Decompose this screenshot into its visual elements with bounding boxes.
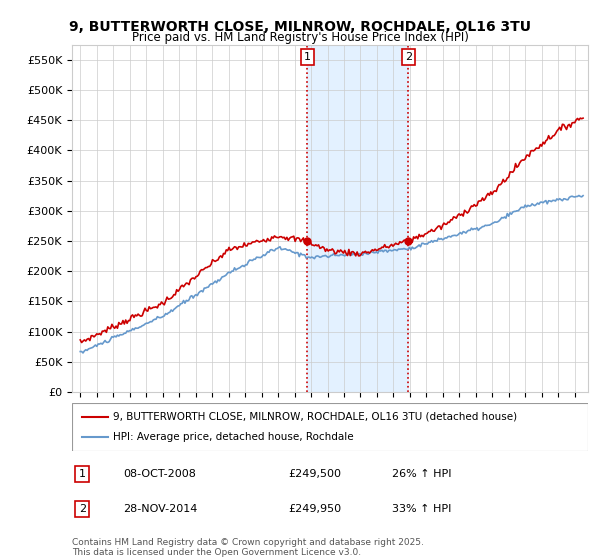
Text: £249,500: £249,500 <box>289 469 342 479</box>
Text: £249,950: £249,950 <box>289 504 342 514</box>
Text: Contains HM Land Registry data © Crown copyright and database right 2025.
This d: Contains HM Land Registry data © Crown c… <box>72 538 424 557</box>
Text: HPI: Average price, detached house, Rochdale: HPI: Average price, detached house, Roch… <box>113 432 354 442</box>
Text: 1: 1 <box>79 469 86 479</box>
Text: 26% ↑ HPI: 26% ↑ HPI <box>392 469 451 479</box>
Text: 33% ↑ HPI: 33% ↑ HPI <box>392 504 451 514</box>
Text: 1: 1 <box>304 52 311 62</box>
Text: 28-NOV-2014: 28-NOV-2014 <box>124 504 198 514</box>
Text: 9, BUTTERWORTH CLOSE, MILNROW, ROCHDALE, OL16 3TU (detached house): 9, BUTTERWORTH CLOSE, MILNROW, ROCHDALE,… <box>113 412 517 422</box>
Bar <box>307 45 409 392</box>
Text: 08-OCT-2008: 08-OCT-2008 <box>124 469 196 479</box>
FancyBboxPatch shape <box>72 403 588 451</box>
Text: 2: 2 <box>405 52 412 62</box>
Text: Price paid vs. HM Land Registry's House Price Index (HPI): Price paid vs. HM Land Registry's House … <box>131 31 469 44</box>
Text: 9, BUTTERWORTH CLOSE, MILNROW, ROCHDALE, OL16 3TU: 9, BUTTERWORTH CLOSE, MILNROW, ROCHDALE,… <box>69 20 531 34</box>
Text: 2: 2 <box>79 504 86 514</box>
